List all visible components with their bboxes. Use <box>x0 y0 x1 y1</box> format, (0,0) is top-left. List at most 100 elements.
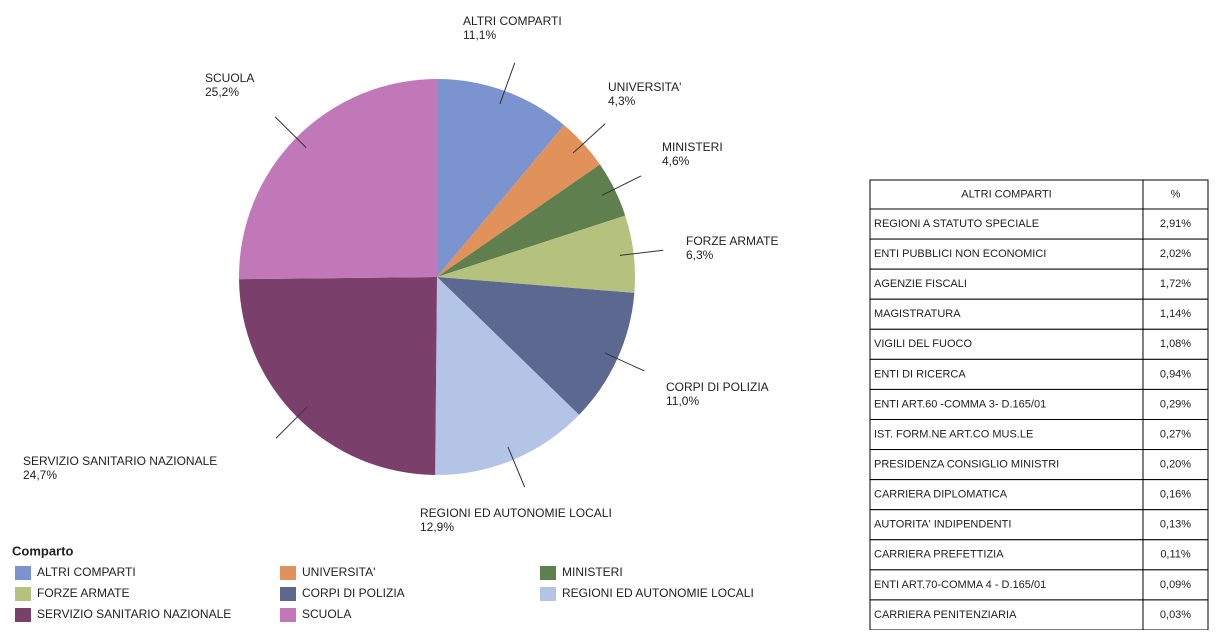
slice-value-label: 24,7% <box>23 468 57 482</box>
legend-swatch <box>15 587 31 601</box>
table-name: CARRIERA PENITENZIARIA <box>874 609 1017 621</box>
slice-label: SERVIZIO SANITARIO NAZIONALE <box>23 454 217 468</box>
table-value: 0,94% <box>1160 368 1191 380</box>
table-value: 0,20% <box>1160 459 1191 471</box>
pie-slice <box>437 79 565 277</box>
slice-label: UNIVERSITA' <box>608 80 681 94</box>
slice-value-label: 12,9% <box>420 520 454 534</box>
slice-label: FORZE ARMATE <box>686 234 778 248</box>
table-header: ALTRI COMPARTI <box>961 188 1051 200</box>
table-cell <box>1142 268 1209 300</box>
legend-swatch <box>540 587 556 601</box>
table-value: 0,13% <box>1160 519 1191 531</box>
leader-line <box>274 116 307 148</box>
table-header: % <box>1171 188 1181 200</box>
table-value: 0,16% <box>1160 489 1191 501</box>
table-cell <box>1142 358 1209 390</box>
legend-label: UNIVERSITA' <box>302 565 375 579</box>
pie-slice <box>437 164 626 277</box>
table-name: AUTORITA' INDIPENDENTI <box>874 519 1011 531</box>
table-name: ENTI ART.60 -COMMA 3- D.165/01 <box>874 398 1046 410</box>
table-name: ENTI PUBBLICI NON ECONOMICI <box>874 248 1046 260</box>
table-name: ENTI ART.70-COMMA 4 - D.165/01 <box>874 579 1046 591</box>
legend-title: Comparto <box>12 543 73 558</box>
pie-slice <box>239 277 437 475</box>
leader-line <box>601 175 642 196</box>
slice-label: CORPI DI POLIZIA <box>666 380 769 394</box>
table-cell <box>1142 418 1209 451</box>
legend-label: MINISTERI <box>562 565 623 579</box>
legend-swatch <box>280 587 296 601</box>
table-value: 0,03% <box>1160 609 1191 621</box>
leader-line <box>604 352 645 372</box>
legend-label: CORPI DI POLIZIA <box>302 586 405 600</box>
table-value: 2,02% <box>1160 248 1191 260</box>
table-name: CARRIERA PREFETTIZIA <box>874 549 1004 561</box>
table-cell <box>1142 238 1209 270</box>
legend-swatch <box>540 566 556 580</box>
table-cell <box>869 599 1144 631</box>
table-name: PRESIDENZA CONSIGLIO MINISTRI <box>874 459 1059 471</box>
slice-value-label: 25,2% <box>205 85 239 99</box>
table-value: 0,11% <box>1160 549 1191 561</box>
slice-label: REGIONI ED AUTONOMIE LOCALI <box>420 506 612 520</box>
table-cell <box>1142 509 1209 541</box>
table-value: 2,91% <box>1160 218 1191 230</box>
legend-label: SERVIZIO SANITARIO NAZIONALE <box>37 607 231 621</box>
legend-label: FORZE ARMATE <box>37 586 129 600</box>
table-cell <box>869 179 1144 210</box>
leader-line <box>572 123 606 154</box>
slice-value-label: 4,6% <box>662 154 690 168</box>
slice-value-label: 11,0% <box>666 394 699 408</box>
table-name: VIGILI DEL FUOCO <box>874 338 972 350</box>
table: ALTRI COMPARTI % REGIONI A STATUTO SPECIAL… <box>869 179 1209 631</box>
leader-line <box>507 446 526 488</box>
table-cell <box>1142 479 1209 511</box>
table-cell <box>1142 539 1209 571</box>
slice-value-label: 6,3% <box>686 248 714 262</box>
table-value: 1,14% <box>1160 308 1191 320</box>
table-cell <box>869 479 1144 511</box>
slice-value-label: 11,1% <box>463 28 496 42</box>
table-value: 1,08% <box>1160 338 1191 350</box>
table-cell <box>1142 599 1209 631</box>
legend-swatch <box>280 566 296 580</box>
table-cell <box>1142 388 1209 420</box>
table-name: IST. FORM.NE ART.CO MUS.LE <box>874 428 1033 440</box>
pie-slice <box>437 277 635 415</box>
table-cell <box>869 208 1144 240</box>
table-cell <box>1142 298 1209 330</box>
legend-label: REGIONI ED AUTONOMIE LOCALI <box>562 586 754 600</box>
table-cell <box>869 509 1144 541</box>
table-cell <box>1142 208 1209 240</box>
leader-line <box>499 62 516 105</box>
table-value: 0,27% <box>1160 428 1191 440</box>
table-name: MAGISTRATURA <box>874 308 961 320</box>
pie-slice <box>437 215 635 293</box>
table-cell <box>1142 569 1209 601</box>
table-cell <box>869 539 1144 571</box>
table-value: 0,09% <box>1160 579 1191 591</box>
table-cell <box>1142 449 1209 481</box>
table-name: ENTI DI RICERCA <box>874 368 966 380</box>
table-value: 0,29% <box>1160 398 1191 410</box>
table-value: 1,72% <box>1160 278 1191 290</box>
slice-label: SCUOLA <box>205 71 254 85</box>
table-cell <box>869 418 1144 451</box>
legend-label: ALTRI COMPARTI <box>37 565 136 579</box>
slice-value-label: 4,3% <box>608 94 636 108</box>
table-cell <box>1142 328 1209 360</box>
slice-label: ALTRI COMPARTI <box>463 14 562 28</box>
legend-swatch <box>280 608 296 622</box>
table-cell <box>869 569 1144 601</box>
table-cell <box>1142 179 1209 210</box>
slice-label: MINISTERI <box>662 140 723 154</box>
table-name: REGIONI A STATUTO SPECIALE <box>874 218 1039 230</box>
leader-line <box>275 406 308 439</box>
pie-slice <box>239 79 437 280</box>
legend-swatch <box>15 566 31 580</box>
legend-swatch <box>15 608 31 622</box>
legend-label: SCUOLA <box>302 607 351 621</box>
leader-line <box>619 249 664 256</box>
